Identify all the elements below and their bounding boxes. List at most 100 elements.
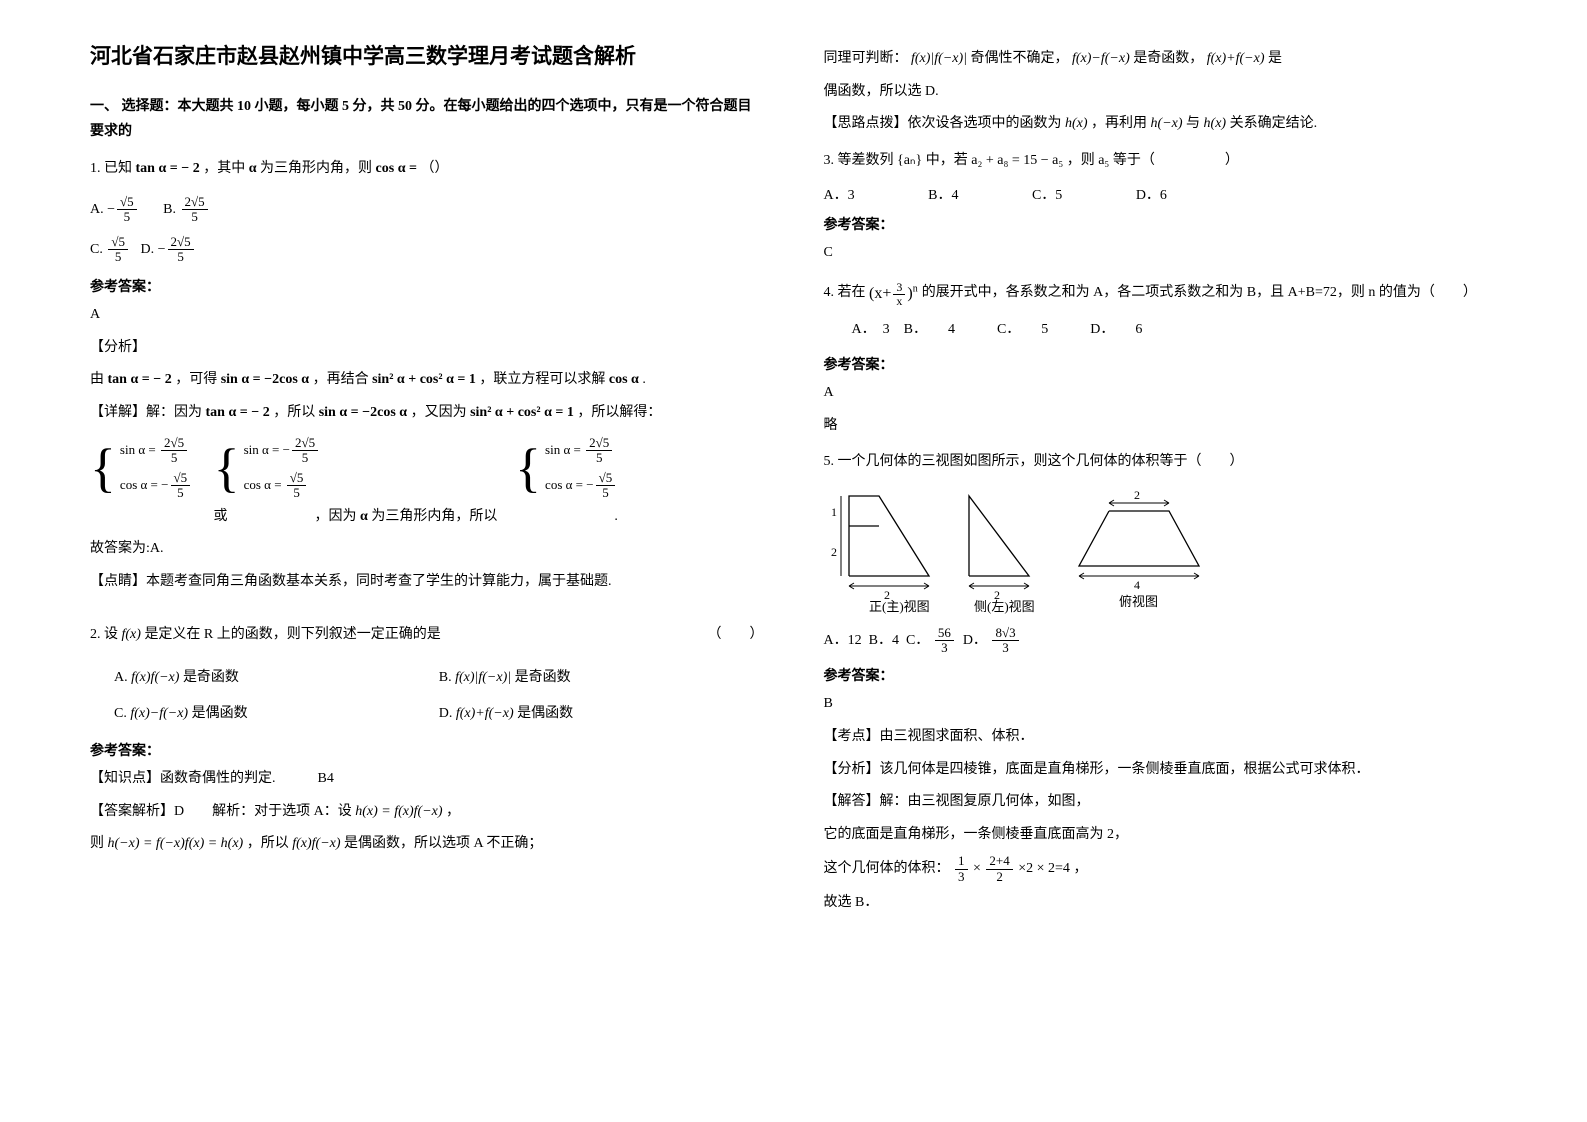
p: B.	[439, 670, 452, 685]
t: ，因为	[315, 509, 357, 524]
t: 同理可判断：	[824, 51, 908, 66]
txt: 为三角形内角，则	[260, 161, 372, 176]
n: 3	[893, 281, 905, 295]
txt: ，其中	[203, 161, 245, 176]
e: f(x)−f(−x)	[130, 706, 188, 721]
doc-title: 河北省石家庄市赵县赵州镇中学高三数学理月考试题含解析	[90, 40, 764, 70]
q1-analysis-label: 【分析】	[90, 335, 764, 362]
d: 5	[287, 486, 307, 500]
q2-cont2: 偶函数，所以选 D.	[824, 79, 1498, 106]
opt-d: D．6	[1136, 184, 1167, 204]
t: ，则	[1067, 153, 1095, 168]
d: 5	[292, 451, 318, 465]
opt-b: B．4	[869, 633, 899, 648]
e: sin² α + cos² α = 1	[372, 372, 476, 387]
t: ，所以解得：	[577, 405, 661, 420]
t: ，再结合	[313, 372, 369, 387]
n: 2√5	[292, 436, 318, 451]
t: 则	[90, 836, 104, 851]
t: ，所以	[247, 836, 289, 851]
d: 3	[935, 641, 954, 655]
d: 5	[586, 451, 612, 465]
e: a₂ + a₈ = 15 − a₅	[971, 153, 1063, 168]
q1-ans-label: 参考答案：	[90, 276, 764, 296]
q1-opts-row2: C. √55 D. −2√55	[90, 233, 764, 267]
e: cos α	[609, 372, 639, 387]
d: 3	[992, 641, 1018, 655]
t: 这个几何体的体积：	[824, 861, 950, 876]
neg: −	[586, 477, 593, 492]
t: .	[614, 509, 618, 524]
q5-stem: 5. 一个几何体的三视图如图所示，则这个几何体的体积等于（ ）	[824, 449, 1498, 476]
neg: −	[161, 477, 168, 492]
e: sin² α + cos² α = 1	[470, 405, 574, 420]
n: 56	[935, 626, 954, 641]
t: 【详解】解：因为	[90, 405, 202, 420]
q1-detail2: 【详解】解：因为 tan α = − 2 ，所以 sin α = −2cos α…	[90, 400, 764, 427]
n: √5	[596, 471, 616, 486]
brace-icon: {	[214, 441, 240, 495]
dim: 2	[831, 545, 837, 559]
num: 2√5	[182, 195, 208, 210]
t: 关系确定结论.	[1230, 116, 1318, 131]
q4-ans-label: 参考答案：	[824, 354, 1498, 374]
system1: { sin α = 2√55 cos α = −√55	[90, 433, 192, 504]
expr: cos α =	[376, 161, 417, 176]
t: 由	[90, 372, 104, 387]
t: 与	[1186, 116, 1200, 131]
system2: { sin α = −2√55 cos α = √55	[214, 433, 320, 504]
e: f(x)f(−x)	[131, 670, 179, 685]
e: h(−x)	[1151, 116, 1183, 131]
q3-ans-label: 参考答案：	[824, 214, 1498, 234]
n: √5	[171, 471, 191, 486]
system3: { sin α = 2√55 cos α = −√55	[515, 433, 617, 504]
p: D.	[439, 706, 453, 721]
t: 奇偶性不确定，	[971, 51, 1069, 66]
neg: −	[283, 441, 290, 456]
t: 是奇函数，	[1133, 51, 1203, 66]
q5-s2: 它的底面是直角梯形，一条侧棱垂直底面高为 2，	[824, 822, 1498, 849]
t: ，	[446, 804, 460, 819]
p: A.	[114, 670, 128, 685]
e: f(x)f(−x)	[292, 836, 340, 851]
q5-kp: 【考点】由三视图求面积、体积．	[824, 724, 1498, 751]
p: C.	[114, 706, 127, 721]
t: 等于（ ）	[1113, 153, 1239, 168]
q5-an: 【分析】该几何体是四棱锥，底面是直角梯形，一条侧棱垂直底面，根据公式可求体积．	[824, 757, 1498, 784]
den: 5	[168, 250, 194, 264]
opt-b-label: B.	[163, 202, 176, 217]
t: sin α =	[545, 441, 581, 456]
q5-opts: A．12 B．4 C． 563 D． 8√33	[824, 626, 1498, 656]
t: 4. 若在	[824, 285, 866, 300]
n: 2+4	[986, 854, 1012, 869]
q1-point: 【点睛】本题考查同角三角函数基本关系，同时考查了学生的计算能力，属于基础题.	[90, 569, 764, 596]
q2-ex1: 【答案解析】D 解析：对于选项 A：设 h(x) = f(x)f(−x) ，	[90, 799, 764, 826]
opt-d-p: D．	[963, 633, 987, 648]
t: 是偶函数，所以选项 A 不正确；	[344, 836, 542, 851]
sup: n	[913, 284, 918, 295]
e: a₅	[1098, 153, 1109, 168]
t: cos α =	[244, 477, 282, 492]
opt-a-label: A.	[90, 202, 104, 217]
t: 是奇函数	[515, 670, 571, 685]
t: cos α =	[545, 477, 583, 492]
e: f(x)|f(−x)|	[911, 51, 967, 66]
t: sin α =	[244, 441, 280, 456]
n: 2√5	[161, 436, 187, 451]
opt-c-p: C．	[906, 633, 929, 648]
q1-so: 故答案为:A.	[90, 536, 764, 563]
e: tan α = − 2	[206, 405, 270, 420]
den: 5	[182, 210, 208, 224]
q2-tip: 【思路点拨】依次设各选项中的函数为 h(x) ，再利用 h(−x) 与 h(x)…	[824, 111, 1498, 138]
t: 是偶函数	[517, 706, 573, 721]
e: sin α = −2cos α	[221, 372, 309, 387]
right-column: 同理可判断： f(x)|f(−x)| 奇偶性不确定， f(x)−f(−x) 是奇…	[824, 40, 1498, 922]
den: 5	[108, 250, 128, 264]
q1-opts-row1: A. −√55 B. 2√55	[90, 193, 764, 227]
frac: √55	[117, 195, 137, 225]
left-column: 河北省石家庄市赵县赵州镇中学高三数学理月考试题含解析 一、 选择题：本大题共 1…	[90, 40, 764, 922]
q1-ans: A	[90, 302, 764, 329]
q2-ex2: 则 h(−x) = f(−x)f(x) = h(x) ，所以 f(x)f(−x)…	[90, 831, 764, 858]
t: cos α =	[120, 477, 158, 492]
q5-sol: 【解答】解：由三视图复原几何体，如图，	[824, 789, 1498, 816]
